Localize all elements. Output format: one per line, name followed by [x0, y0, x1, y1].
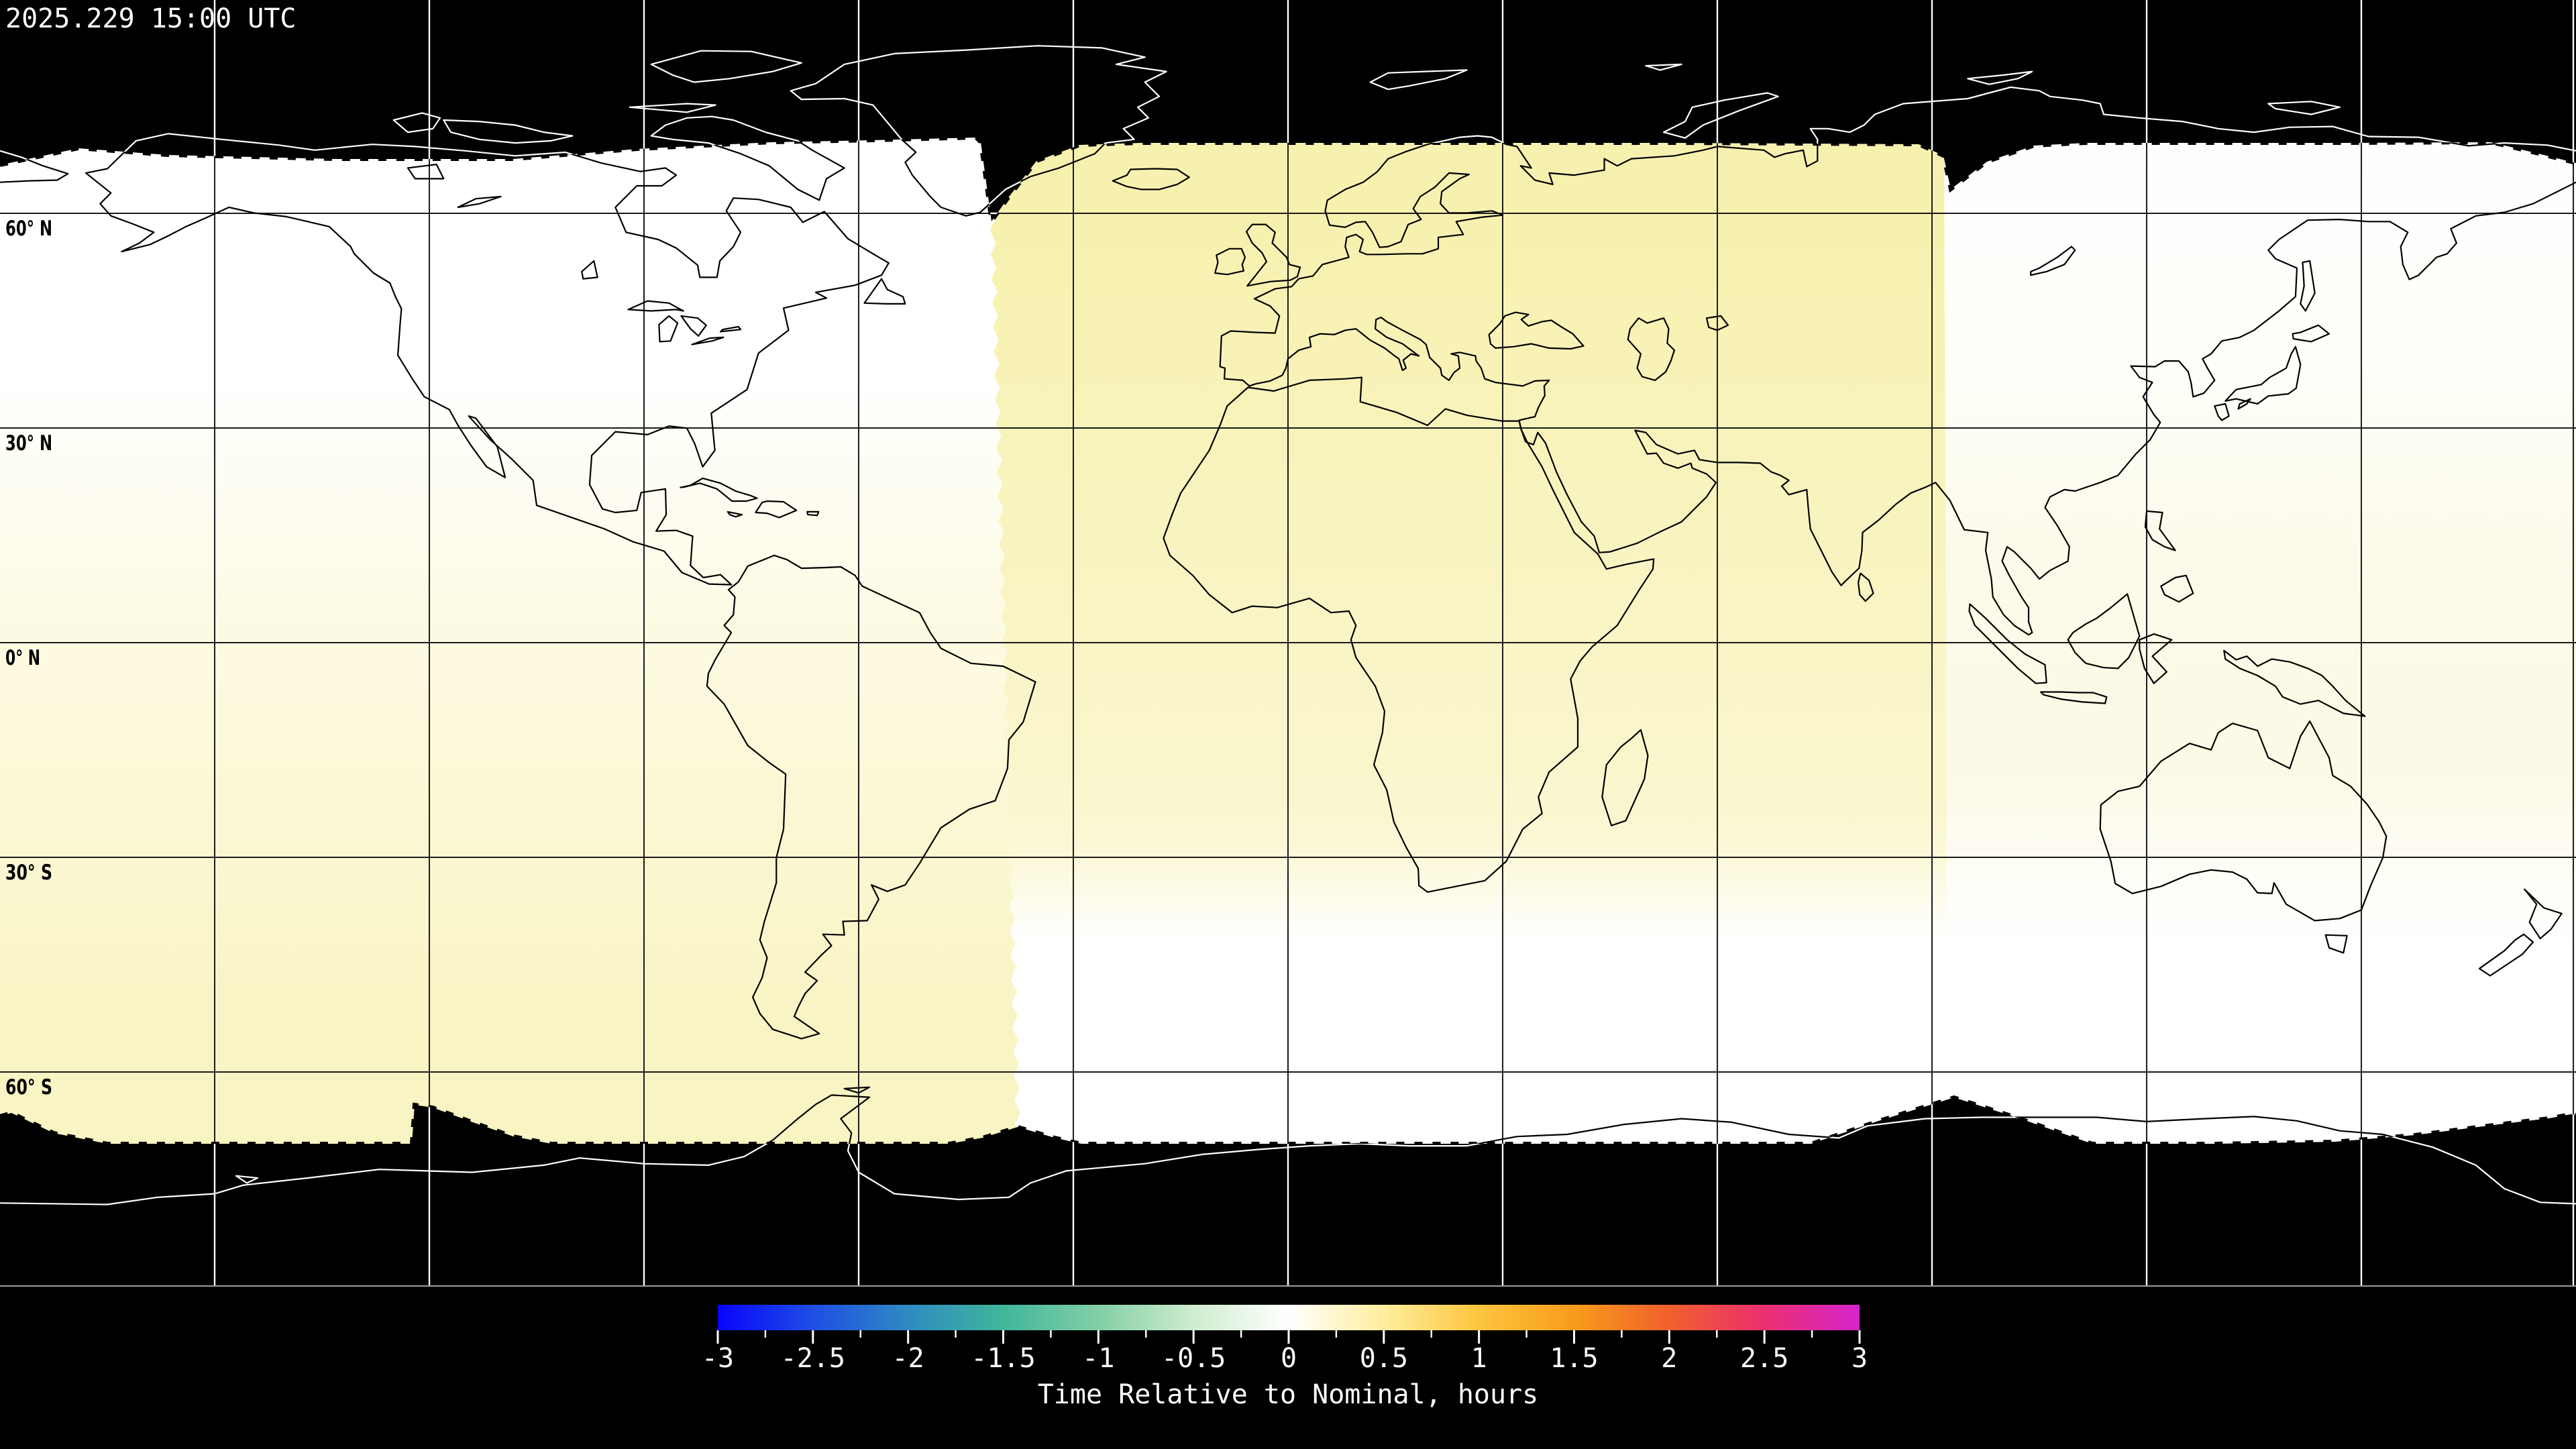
colorbar-tick-label: 0.5: [1360, 1343, 1408, 1374]
latitude-label: 30° S: [5, 861, 52, 885]
latitude-label: 30° N: [5, 431, 52, 455]
latitude-labels: 60° N 30° N 0° N 30° S 60° S: [5, 217, 52, 1099]
swath-edge-ticks: [0, 135, 2576, 1146]
colorbar-tick-label: 3: [1851, 1343, 1868, 1374]
latitude-label: 0° N: [5, 646, 40, 670]
latitude-label: 60° N: [5, 217, 52, 241]
colorbar-tick-label: -2.5: [781, 1343, 845, 1374]
timestamp: 2025.229 15:00 UTC: [5, 3, 296, 34]
graticule: [0, 0, 2576, 1285]
colorbar: -3 -2.5 -2 -1.5 -1 -0.5 0 0.5 1 1.5 2 2.5 3: [702, 1305, 1868, 1374]
colorbar-tick-label: -1: [1082, 1343, 1114, 1374]
colorbar-tick-label: 1.5: [1550, 1343, 1598, 1374]
colorbar-tick-label: 2: [1661, 1343, 1677, 1374]
time-offset-field: [0, 127, 2576, 1287]
colorbar-tick-label: -2: [892, 1343, 924, 1374]
colorbar-tick-label: -0.5: [1161, 1343, 1226, 1374]
colorbar-tick-label: 2.5: [1740, 1343, 1788, 1374]
colorbar-tick-label: -3: [702, 1343, 734, 1374]
colorbar-caption: Time Relative to Nominal, hours: [1038, 1379, 1539, 1410]
latitude-label: 60° S: [5, 1075, 52, 1099]
colorbar-tick-label: 0: [1281, 1343, 1297, 1374]
colorbar-tick-label: 1: [1471, 1343, 1487, 1374]
colorbar-tick-label: -1.5: [971, 1343, 1035, 1374]
